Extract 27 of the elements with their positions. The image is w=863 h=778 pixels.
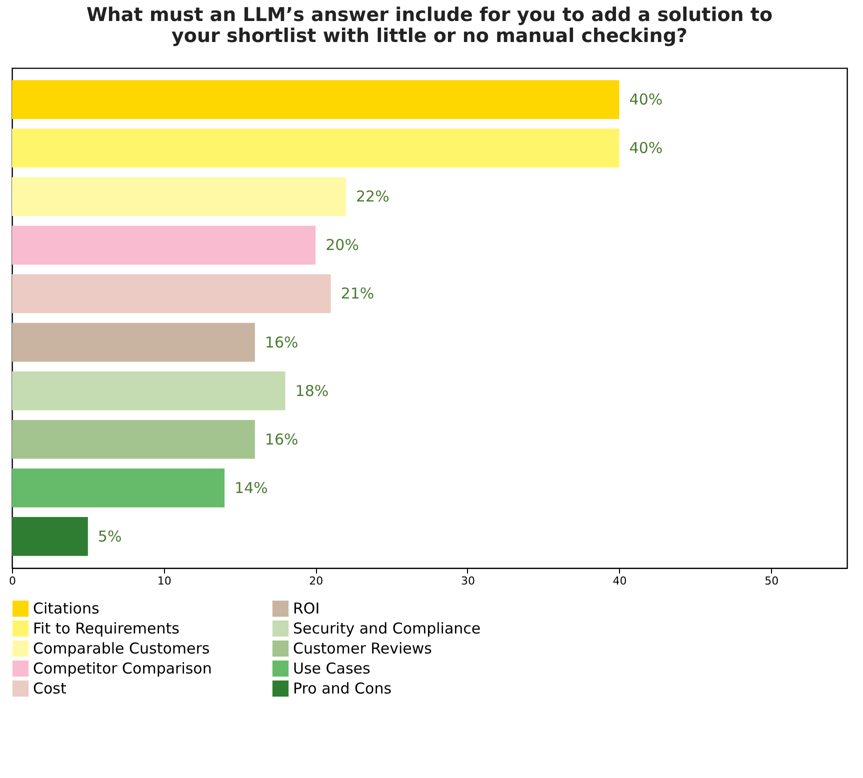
x-tick-label: 40 [612,574,627,588]
data-label: 20% [326,236,359,254]
legend-label: Customer Reviews [293,640,432,658]
data-label: 21% [340,284,374,303]
legend-label: Use Cases [293,660,370,678]
x-tick-label: 50 [764,574,779,588]
legend-label: Pro and Cons [293,680,392,698]
x-tick-label: 10 [157,574,172,588]
legend-label: Comparable Customers [33,640,210,658]
x-tick-label: 30 [460,574,475,588]
data-label: 22% [356,188,390,206]
data-label: 40% [629,139,663,158]
data-label: 40% [629,90,663,109]
legend-label: Cost [33,680,66,698]
x-tick-label: 0 [9,574,16,588]
legend-label: Competitor Comparison [33,660,212,678]
legend-label: Citations [33,600,100,618]
data-label: 16% [264,333,298,352]
data-label: 5% [98,527,122,546]
data-label: 16% [264,430,298,448]
x-tick-label: 20 [309,574,324,588]
legend-label: ROI [293,600,320,618]
legend-label: Security and Compliance [293,620,481,638]
chart-title: What must an LLM’s answer include for you to add a solution to your shortlist with little or no manual checking? [86,4,773,47]
legend-label: Fit to Requirements [33,620,180,638]
data-label: 18% [295,382,329,400]
data-label: 14% [234,478,268,497]
